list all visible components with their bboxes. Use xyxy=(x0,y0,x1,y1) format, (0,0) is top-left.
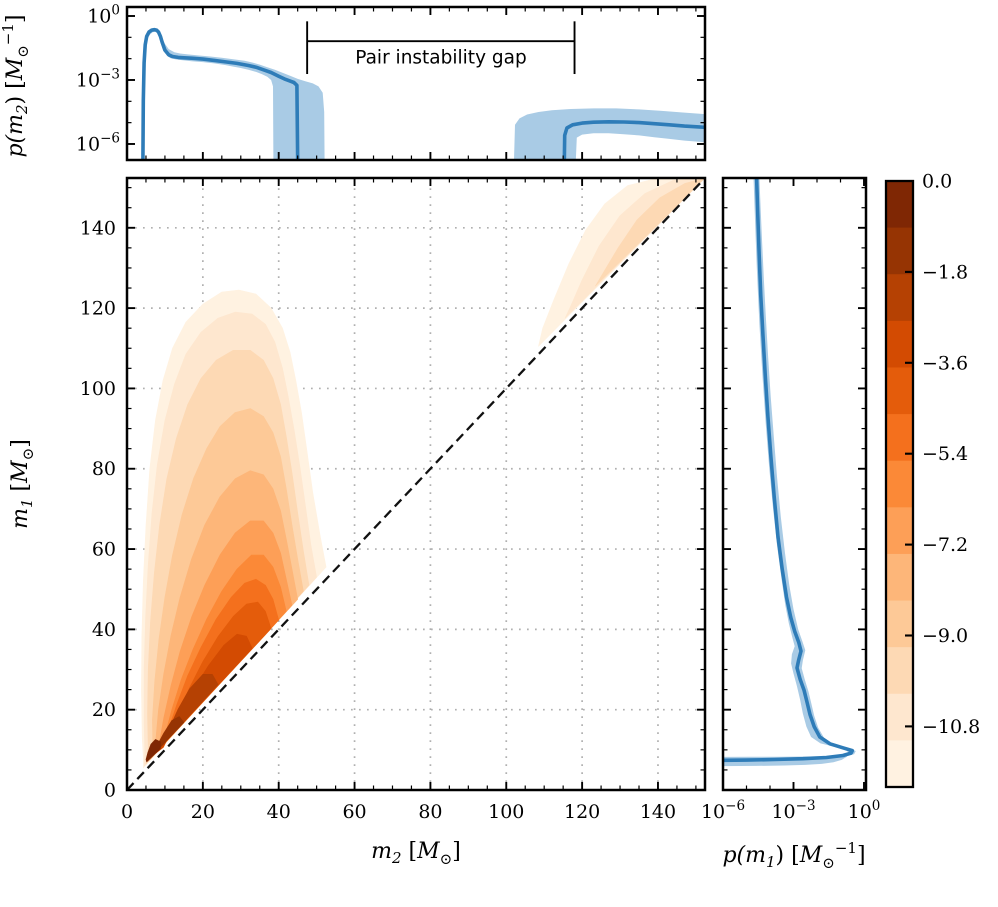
p-m1-marginal-plot xyxy=(723,178,856,767)
colorbar xyxy=(884,179,915,789)
colorbar-tick-label: 0.0 xyxy=(922,171,952,193)
colorbar-tick-label: −3.6 xyxy=(922,352,968,374)
p-m2-tick-label: 10−3 xyxy=(76,66,120,91)
equal-mass-diagonal xyxy=(126,177,706,791)
colorbar-tick-label: −9.0 xyxy=(922,625,968,647)
colorbar-band xyxy=(886,227,913,275)
colorbar-tick-label: −1.8 xyxy=(922,261,968,283)
colorbar-band xyxy=(886,181,913,229)
x-axis-label-m2: m2 [M⊙] xyxy=(371,839,461,868)
x-tick-label: 140 xyxy=(640,801,676,823)
colorbar-band xyxy=(886,320,913,368)
p-m2-tick-label: 10−6 xyxy=(76,130,120,155)
p-m1-tick-label: 10−3 xyxy=(771,798,815,823)
x-tick-label: 40 xyxy=(267,801,291,823)
p-m1-tick-label: 100 xyxy=(848,798,881,823)
y-tick-label: 0 xyxy=(104,780,116,802)
pair-instability-gap-bracket xyxy=(306,21,576,75)
y-axis-label-m1: m1 [M⊙] xyxy=(8,439,37,529)
colorbar-band xyxy=(886,553,913,602)
colorbar-band xyxy=(886,507,913,555)
right-panel-axes xyxy=(721,176,868,792)
colorbar-band xyxy=(886,693,913,741)
p-m1-tick-label: 10−6 xyxy=(701,798,745,823)
y-tick-label: 20 xyxy=(92,699,116,721)
x-tick-label: 100 xyxy=(488,801,524,823)
tick-labels: 0 20 40 60 80 100 120 140 0 20 40 60 80 100 120 140 100 1… xyxy=(76,3,980,824)
median-curve-p-m2-upper-mass xyxy=(562,120,705,160)
top-panel-axes xyxy=(125,5,707,162)
colorbar-band xyxy=(886,740,913,788)
x-tick-label: 20 xyxy=(191,801,215,823)
colorbar-band xyxy=(886,600,913,648)
colorbar-tick-label: −5.4 xyxy=(922,443,968,465)
x-axis-label-p-m1: p(m1) [M⊙−1] xyxy=(722,839,865,872)
colorbar-tick-label: −10.8 xyxy=(922,716,980,738)
uncertainty-band-p-m2 xyxy=(142,27,325,160)
x-tick-label: 120 xyxy=(564,801,600,823)
median-curve-p-m2 xyxy=(141,27,300,160)
y-tick-label: 80 xyxy=(92,458,116,480)
pair-instability-gap-label: Pair instability gap xyxy=(355,48,526,69)
contour-density-plot xyxy=(141,178,705,769)
y-axis-label-p-m2: p(m2) [M⊙−1] xyxy=(0,14,32,157)
x-tick-label: 0 xyxy=(121,801,133,823)
y-tick-label: 100 xyxy=(80,378,116,400)
panel-spines xyxy=(721,176,868,792)
uncertainty-band-p-m2-upper-mass xyxy=(513,108,705,160)
panel-spines xyxy=(125,5,707,162)
p-m2-tick-label: 100 xyxy=(87,3,120,28)
panel-spines xyxy=(125,176,707,792)
y-tick-label: 60 xyxy=(92,539,116,561)
x-tick-label: 80 xyxy=(418,801,442,823)
y-tick-label: 40 xyxy=(92,619,116,641)
colorbar-band xyxy=(886,274,913,322)
median-curve-p-m1 xyxy=(723,178,855,763)
colorbar-border xyxy=(884,179,915,789)
main-panel-axes xyxy=(125,176,707,792)
y-tick-label: 120 xyxy=(80,298,116,320)
colorbar-band xyxy=(886,647,913,695)
colorbar-band xyxy=(886,367,913,415)
colorbar-tick-label: −7.2 xyxy=(922,534,968,556)
contour-level-12 xyxy=(145,739,161,763)
y-tick-label: 140 xyxy=(80,217,116,239)
colorbar-band xyxy=(886,460,913,508)
p-m2-marginal-plot xyxy=(141,27,705,160)
x-tick-label: 60 xyxy=(342,801,366,823)
diagonal-dashed-line xyxy=(126,177,706,791)
